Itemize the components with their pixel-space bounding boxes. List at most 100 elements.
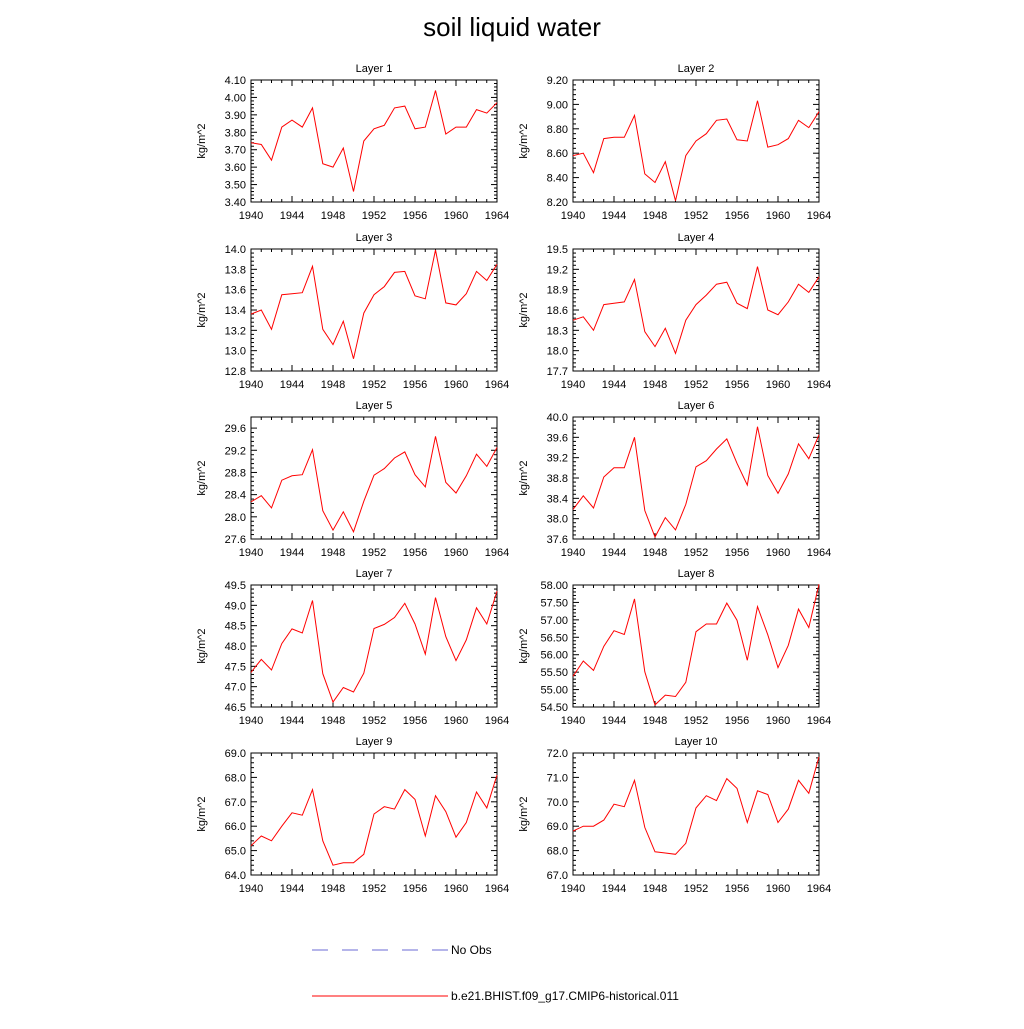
y-tick-label: 9.20 (547, 75, 568, 87)
legend-label-no-obs: No Obs (451, 943, 492, 957)
y-axis-label: kg/m^2 (518, 460, 530, 495)
panel-layer-1: Layer 1 kg/m^2 3.40 3.50 3.60 3.70 3.80 3.90 4.0… (196, 63, 509, 222)
y-tick-label: 57.00 (540, 615, 568, 627)
y-tick-label: 28.8 (225, 467, 246, 479)
plot-frame (250, 248, 498, 372)
x-tick-label: 1952 (684, 379, 708, 391)
y-tick-label: 8.60 (547, 148, 568, 160)
x-tick-label: 1956 (725, 547, 749, 559)
x-tick-label: 1948 (321, 379, 345, 391)
x-tick-label: 1960 (766, 883, 790, 895)
x-tick-label: 1940 (561, 547, 585, 559)
panel-title: Layer 5 (356, 400, 393, 412)
y-tick-label: 49.5 (225, 580, 246, 592)
x-tick-label: 1964 (807, 715, 831, 727)
y-tick-label: 38.4 (547, 493, 568, 505)
x-tick-label: 1964 (807, 883, 831, 895)
y-tick-label: 65.0 (225, 846, 246, 858)
y-axis-label: kg/m^2 (196, 628, 208, 663)
y-tick-label: 67.0 (547, 870, 568, 882)
x-tick-label: 1964 (485, 547, 509, 559)
figure-title: soil liquid water (423, 12, 601, 42)
y-tick-label: 19.5 (547, 244, 568, 256)
y-axis-label: kg/m^2 (518, 796, 530, 831)
y-tick-label: 56.50 (540, 632, 568, 644)
series-line (250, 590, 498, 704)
y-axis-label: kg/m^2 (518, 123, 530, 158)
panel-layer-9: Layer 9 kg/m^2 64.0 65.0 66.0 67.0 68.0 69.0 194… (196, 736, 509, 895)
y-axis-label: kg/m^2 (518, 292, 530, 327)
x-tick-label: 1940 (561, 379, 585, 391)
series-line (572, 100, 820, 201)
y-axis-label: kg/m^2 (196, 796, 208, 831)
x-tick-label: 1960 (444, 379, 468, 391)
x-tick-label: 1940 (561, 715, 585, 727)
legend-label-model: b.e21.BHIST.f09_g17.CMIP6-historical.011 (451, 989, 679, 1003)
x-tick-label: 1960 (444, 547, 468, 559)
y-tick-label: 18.0 (547, 346, 568, 358)
x-tick-label: 1964 (485, 210, 509, 222)
x-tick-label: 1964 (485, 379, 509, 391)
x-tick-label: 1952 (362, 883, 386, 895)
y-tick-label: 71.0 (547, 772, 568, 784)
y-axis-label: kg/m^2 (196, 123, 208, 158)
y-tick-label: 3.50 (225, 180, 246, 192)
plot-frame (572, 584, 820, 708)
y-tick-label: 28.4 (225, 490, 246, 502)
y-tick-label: 66.0 (225, 821, 246, 833)
panel-layer-3: Layer 3 kg/m^2 12.8 13.0 13.2 13.4 13.6 13.8 14.… (196, 232, 509, 391)
y-tick-label: 39.6 (547, 432, 568, 444)
y-axis-label: kg/m^2 (196, 460, 208, 495)
y-tick-label: 13.4 (225, 305, 246, 317)
x-tick-label: 1960 (766, 379, 790, 391)
y-tick-label: 4.10 (225, 75, 246, 87)
plot-frame (250, 584, 498, 708)
y-tick-label: 69.0 (547, 821, 568, 833)
x-tick-label: 1940 (239, 210, 263, 222)
y-tick-label: 57.50 (540, 597, 568, 609)
x-tick-label: 1956 (403, 883, 427, 895)
y-tick-label: 68.0 (547, 846, 568, 858)
y-tick-label: 39.2 (547, 453, 568, 465)
x-tick-label: 1964 (807, 379, 831, 391)
y-tick-label: 72.0 (547, 748, 568, 760)
x-tick-label: 1944 (602, 715, 626, 727)
series-line (250, 249, 498, 359)
x-tick-label: 1948 (643, 715, 667, 727)
x-tick-label: 1956 (403, 547, 427, 559)
y-tick-label: 47.0 (225, 682, 246, 694)
x-tick-label: 1960 (766, 547, 790, 559)
x-tick-label: 1952 (684, 715, 708, 727)
y-tick-label: 37.6 (547, 534, 568, 546)
x-tick-label: 1956 (403, 379, 427, 391)
y-tick-label: 19.2 (547, 264, 568, 276)
panel-title: Layer 8 (678, 568, 715, 580)
y-axis-label: kg/m^2 (196, 292, 208, 327)
x-tick-label: 1960 (444, 210, 468, 222)
x-tick-label: 1960 (444, 883, 468, 895)
y-tick-label: 54.50 (540, 702, 568, 714)
x-tick-label: 1944 (280, 547, 304, 559)
panel-layer-5: Layer 5 kg/m^2 27.6 28.0 28.4 28.8 29.2 29.6 194… (196, 400, 509, 559)
x-tick-label: 1944 (602, 210, 626, 222)
panel-layer-8: Layer 8 kg/m^2 54.50 55.00 55.50 56.00 56.50 57… (518, 568, 831, 727)
y-tick-label: 38.8 (547, 473, 568, 485)
x-tick-label: 1964 (807, 210, 831, 222)
y-tick-label: 40.0 (547, 412, 568, 424)
y-tick-label: 48.0 (225, 641, 246, 653)
panel-title: Layer 9 (356, 736, 393, 748)
x-tick-label: 1948 (321, 715, 345, 727)
panel-title: Layer 3 (356, 232, 393, 244)
x-tick-label: 1956 (403, 715, 427, 727)
x-tick-label: 1952 (684, 547, 708, 559)
x-tick-label: 1956 (725, 715, 749, 727)
y-tick-label: 13.2 (225, 325, 246, 337)
y-tick-label: 58.00 (540, 580, 568, 592)
series-line (572, 756, 820, 855)
y-tick-label: 3.90 (225, 110, 246, 122)
panel-title: Layer 4 (678, 232, 715, 244)
x-tick-label: 1948 (643, 547, 667, 559)
plot-frame (572, 752, 820, 876)
y-tick-label: 46.5 (225, 702, 246, 714)
y-tick-label: 12.8 (225, 366, 246, 378)
